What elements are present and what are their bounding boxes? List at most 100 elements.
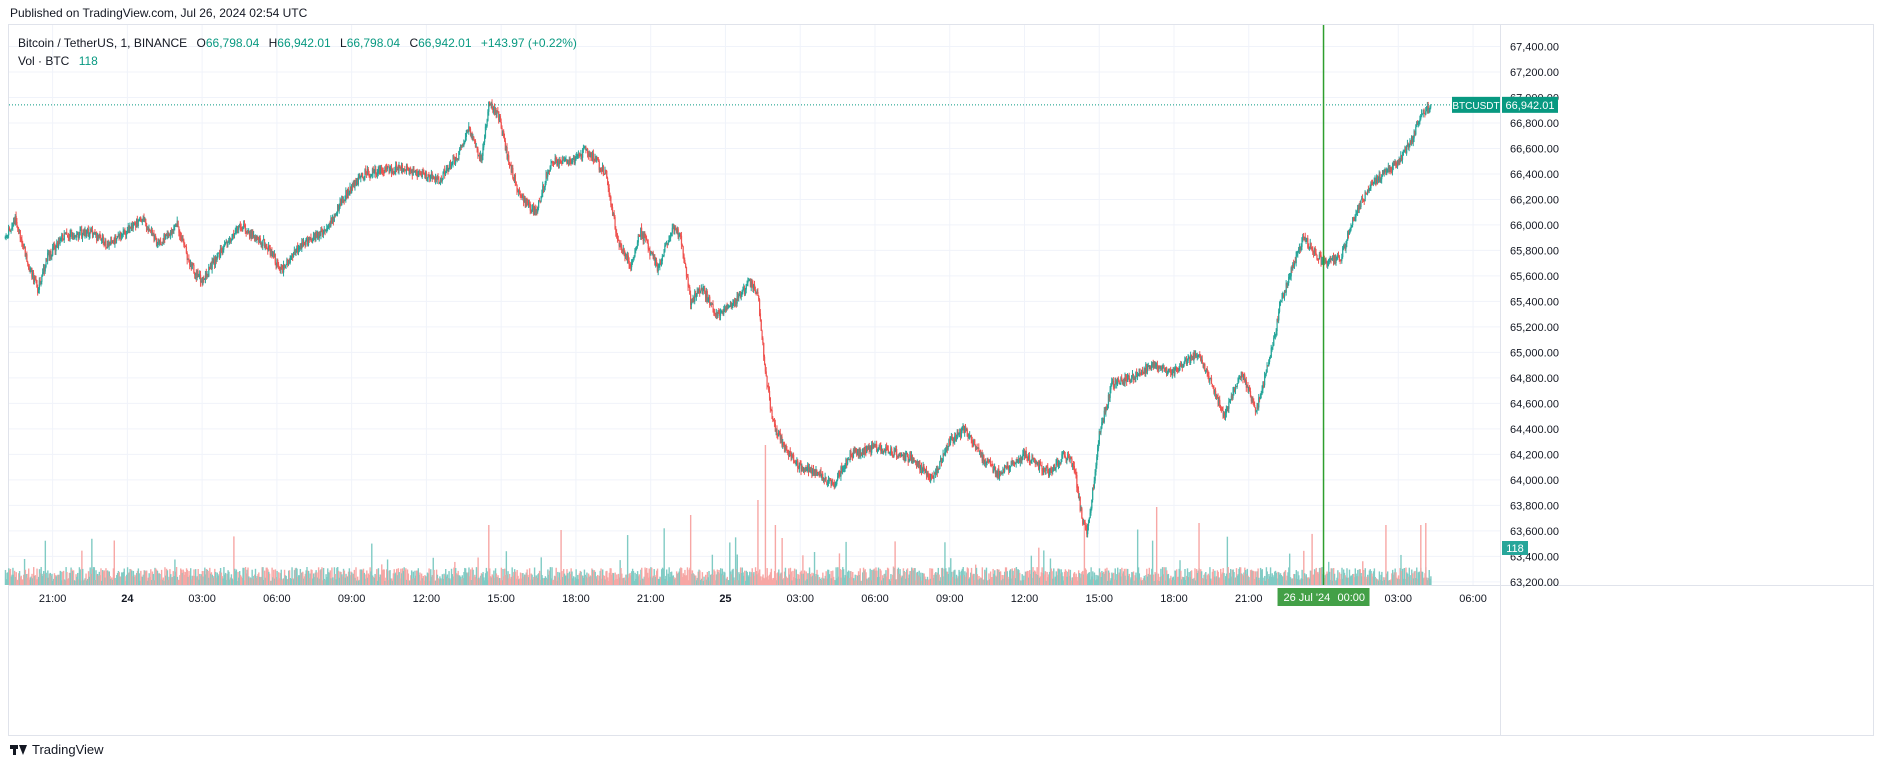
volume-bar xyxy=(102,571,105,585)
candle-body xyxy=(451,163,453,166)
candle-body xyxy=(992,464,994,472)
candle-body xyxy=(982,455,984,461)
candle-body xyxy=(1329,258,1331,260)
candle-body xyxy=(375,169,377,175)
candle-body xyxy=(800,464,802,472)
candle-body xyxy=(999,471,1001,477)
candle-body xyxy=(1053,464,1055,470)
volume-bar xyxy=(126,574,128,585)
volume-bar xyxy=(629,572,631,585)
candle-body xyxy=(30,268,32,271)
candle-body xyxy=(665,243,667,246)
candle-body xyxy=(417,173,419,176)
candle-body xyxy=(233,233,235,236)
candle-body xyxy=(388,166,390,173)
volume-bar xyxy=(949,580,951,585)
volume-bar xyxy=(614,572,616,585)
volume-bar xyxy=(1352,573,1355,585)
volume-bar xyxy=(343,570,346,585)
volume-bar xyxy=(1200,569,1202,585)
candle-body xyxy=(313,234,315,236)
volume-bar xyxy=(790,571,792,585)
volume-bar xyxy=(806,579,808,585)
candle-body xyxy=(432,176,434,180)
candle-body xyxy=(175,224,178,227)
volume-bar xyxy=(930,568,933,585)
volume-bar xyxy=(1073,572,1076,585)
candle-body xyxy=(530,210,532,212)
candle-body xyxy=(376,174,378,176)
volume-bar xyxy=(709,574,712,585)
volume-bar xyxy=(771,579,773,585)
candle-body xyxy=(652,252,654,259)
volume-bar xyxy=(322,567,325,585)
candle-body xyxy=(936,469,938,473)
candle-body xyxy=(1033,457,1036,460)
candle-body xyxy=(20,238,22,240)
candle-body xyxy=(507,155,509,158)
chart-frame[interactable] xyxy=(8,24,1874,736)
volume-bar xyxy=(918,570,920,585)
candle-body xyxy=(1265,372,1267,374)
candle-body xyxy=(1076,475,1078,488)
volume-bar xyxy=(732,568,734,585)
candle-body xyxy=(75,235,77,238)
candle-body xyxy=(1308,246,1311,249)
candle-body xyxy=(754,284,756,291)
candle-body xyxy=(9,230,11,232)
candle-body xyxy=(1061,454,1063,460)
candle-body xyxy=(564,159,566,161)
candle-body xyxy=(1012,461,1014,465)
volume-bar xyxy=(443,573,445,585)
candle-body xyxy=(1217,397,1219,404)
volume-bar xyxy=(464,568,467,585)
volume-bar xyxy=(623,577,626,585)
volume-bar xyxy=(1196,573,1199,585)
volume-bar xyxy=(1223,573,1225,585)
volume-bar xyxy=(494,568,497,585)
volume-bar xyxy=(203,570,205,585)
candle-body xyxy=(1344,245,1346,249)
candle-body xyxy=(51,255,53,257)
volume-bar xyxy=(886,567,889,585)
volume-bar xyxy=(107,571,110,585)
candle-body xyxy=(1059,463,1061,465)
candle-body xyxy=(723,308,725,314)
candle-body xyxy=(884,450,886,453)
volume-bar xyxy=(1105,571,1107,585)
volume-bar xyxy=(841,569,843,585)
candle-body xyxy=(242,228,244,230)
volume-bar xyxy=(587,577,589,585)
candle-body xyxy=(876,451,879,453)
volume-bar xyxy=(456,574,459,585)
candle-body xyxy=(1112,380,1114,382)
volume-bar xyxy=(60,571,62,585)
candle-body xyxy=(989,461,992,465)
volume-bar xyxy=(1372,571,1375,585)
volume-bar xyxy=(874,570,876,585)
volume-bar xyxy=(637,576,640,585)
candle-body xyxy=(461,144,463,147)
candle-body xyxy=(753,284,755,289)
candle-body xyxy=(389,168,391,173)
candle-body xyxy=(946,446,948,450)
volume-bar xyxy=(59,570,61,585)
volume-bar xyxy=(1299,579,1302,585)
volume-bar xyxy=(556,580,558,585)
volume-bar xyxy=(1358,569,1361,585)
candle-body xyxy=(1040,465,1042,467)
volume-bar xyxy=(309,573,312,585)
volume-bar xyxy=(1200,571,1203,585)
volume-bar xyxy=(812,575,814,585)
volume-bar xyxy=(1215,577,1217,585)
volume-bar xyxy=(418,574,420,585)
candle-body xyxy=(778,431,780,437)
candle-body xyxy=(92,233,95,235)
candle-body xyxy=(1277,319,1279,321)
candle-body xyxy=(1363,199,1365,202)
volume-bar xyxy=(379,574,381,585)
candle-body xyxy=(633,256,635,259)
volume-bar xyxy=(351,574,354,585)
volume-bar xyxy=(1321,567,1323,585)
